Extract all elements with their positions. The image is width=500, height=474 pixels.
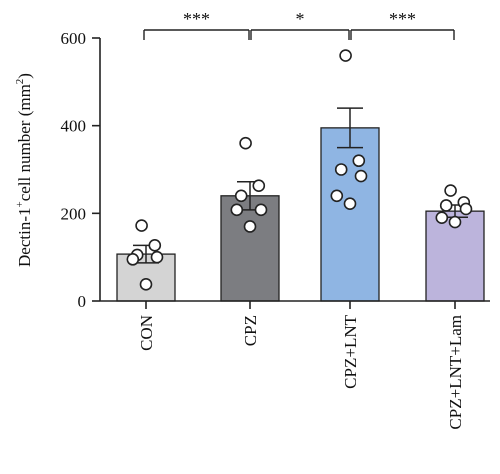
y-tick-label: 0 bbox=[78, 292, 87, 311]
bars-layer bbox=[116, 127, 485, 302]
bar-cpz-lnt bbox=[320, 127, 380, 302]
x-tick-label: CPZ bbox=[241, 315, 260, 346]
data-point bbox=[139, 278, 153, 291]
data-point bbox=[448, 215, 462, 229]
data-point bbox=[343, 197, 357, 210]
y-tick-label: 400 bbox=[61, 117, 87, 136]
data-point bbox=[243, 220, 257, 233]
significance-label: * bbox=[296, 9, 305, 29]
data-point bbox=[239, 136, 252, 150]
data-point bbox=[352, 154, 366, 168]
data-point bbox=[330, 189, 344, 203]
data-point bbox=[254, 203, 268, 217]
data-point bbox=[444, 184, 457, 197]
data-point bbox=[459, 202, 473, 216]
data-point bbox=[252, 179, 266, 193]
data-point bbox=[148, 239, 162, 252]
x-tick-label: CON bbox=[137, 315, 156, 351]
error-bars-layer bbox=[133, 107, 468, 264]
data-point bbox=[435, 211, 449, 225]
significance-label: *** bbox=[389, 9, 416, 29]
data-point bbox=[339, 49, 352, 62]
data-point bbox=[334, 163, 348, 176]
y-axis-label: Dectin-1+cell number (mm2) bbox=[14, 73, 34, 267]
significance-label: *** bbox=[183, 9, 210, 29]
data-point bbox=[234, 189, 248, 203]
data-point bbox=[135, 219, 148, 232]
data-point bbox=[150, 250, 164, 264]
significance-layer: *** * *** bbox=[143, 9, 455, 40]
y-tick-label: 200 bbox=[61, 204, 87, 223]
bar-cpz bbox=[220, 195, 280, 302]
data-point bbox=[439, 199, 453, 212]
y-tick-label: 600 bbox=[61, 29, 87, 48]
data-point bbox=[230, 203, 244, 217]
data-point bbox=[354, 169, 368, 183]
axes-layer: 0 200 400 600 CON CPZ CPZ+LNT CPZ+LNT+Lam bbox=[61, 29, 490, 430]
x-tick-label: CPZ+LNT+Lam bbox=[446, 315, 465, 430]
points-layer bbox=[126, 49, 473, 291]
data-point bbox=[126, 253, 140, 266]
x-tick-label: CPZ+LNT bbox=[341, 314, 360, 388]
